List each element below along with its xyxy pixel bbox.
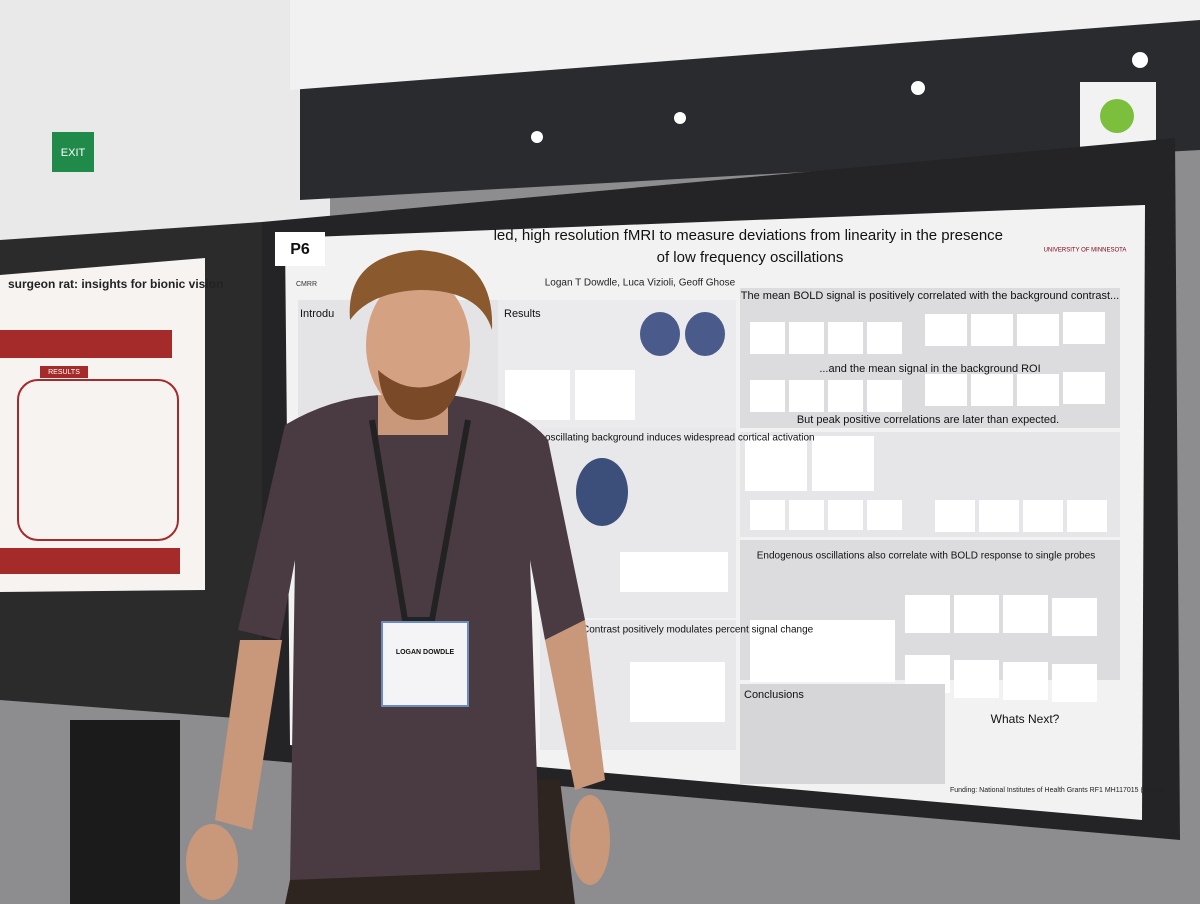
left-poster bbox=[0, 258, 205, 592]
boxplot bbox=[630, 662, 725, 722]
section-heading: Results bbox=[504, 308, 541, 320]
ceiling-light bbox=[1132, 52, 1148, 68]
brain-image bbox=[640, 312, 680, 356]
hand bbox=[570, 795, 610, 885]
poster-lab: CMRR bbox=[296, 281, 317, 288]
poster-funding: Funding: National Institutes of Health G… bbox=[950, 787, 1166, 794]
left-poster-section-box bbox=[40, 366, 88, 378]
left-poster-footer bbox=[0, 548, 180, 574]
poster-authors: Logan T Dowdle, Luca Vizioli, Geoff Ghos… bbox=[545, 278, 736, 289]
scatter-plots bbox=[750, 312, 1105, 412]
plot bbox=[812, 436, 874, 491]
conclusions-panel bbox=[740, 684, 945, 784]
poster-institution: UNIVERSITY OF MINNESOTA bbox=[1044, 248, 1127, 254]
left-poster-panel bbox=[17, 379, 179, 541]
beard bbox=[378, 370, 462, 420]
left-poster-banner bbox=[0, 330, 172, 358]
poster-title: led, high resolution fMRI to measure dev… bbox=[494, 227, 1003, 244]
section-heading: Conclusions bbox=[744, 689, 804, 701]
lanyard bbox=[369, 419, 471, 623]
hand bbox=[186, 824, 238, 900]
section-heading: Contrast positively modulates percent si… bbox=[582, 625, 814, 636]
brain-image bbox=[685, 312, 725, 356]
wall bbox=[0, 0, 330, 240]
section-heading: But peak positive correlations are later… bbox=[797, 414, 1059, 426]
section-heading: oscillating background induces widesprea… bbox=[545, 433, 815, 444]
ceiling-light bbox=[674, 112, 686, 124]
arm bbox=[215, 640, 282, 830]
background-person bbox=[70, 720, 180, 904]
face bbox=[366, 275, 470, 415]
plot bbox=[750, 620, 895, 682]
ceiling-panel bbox=[290, 0, 1200, 90]
section-heading: Whats Next? bbox=[991, 712, 1060, 726]
camera-icon bbox=[1100, 99, 1134, 133]
arm bbox=[545, 620, 605, 790]
hair bbox=[349, 250, 493, 330]
plot bbox=[575, 370, 635, 420]
exit-sign-box bbox=[52, 132, 94, 172]
signal-plot bbox=[620, 552, 728, 592]
scatter-plots bbox=[905, 595, 1097, 702]
badge-name: LOGAN DOWDLE bbox=[396, 649, 455, 656]
booth-number-card bbox=[275, 232, 325, 266]
ceiling-light bbox=[531, 131, 543, 143]
left-poster-section: RESULTS bbox=[48, 369, 80, 376]
section-heading: The mean BOLD signal is positively corre… bbox=[741, 290, 1119, 302]
ceiling-light bbox=[911, 81, 925, 95]
left-poster-title: surgeon rat: insights for bionic vision bbox=[8, 277, 223, 291]
name-badge bbox=[381, 621, 469, 707]
scatter-plots bbox=[750, 500, 1107, 532]
section-heading: ...and the mean signal in the background… bbox=[819, 363, 1040, 375]
brain-image bbox=[576, 458, 628, 526]
poster-title: of low frequency oscillations bbox=[657, 249, 844, 266]
plot bbox=[745, 436, 807, 491]
section-heading: Introdu bbox=[300, 308, 334, 320]
exit-sign: EXIT bbox=[61, 147, 86, 159]
section-heading: Endogenous oscillations also correlate w… bbox=[757, 551, 1096, 562]
booth-number: P6 bbox=[290, 241, 310, 258]
plot bbox=[505, 370, 570, 420]
